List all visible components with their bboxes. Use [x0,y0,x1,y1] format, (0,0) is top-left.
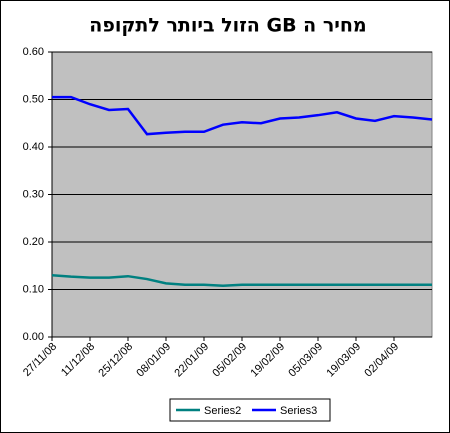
legend-box [169,398,331,422]
legend-label: Series3 [280,405,317,417]
y-tick-label: 0.20 [23,236,44,248]
y-tick-label: 0.30 [23,188,44,200]
line-series [51,274,432,287]
y-tick-label: 0.60 [23,46,44,58]
y-tick-label: 0.00 [23,331,44,343]
y-tick-label: 0.10 [23,283,44,295]
y-tick-label: 0.50 [23,93,44,105]
legend-label: Series2 [204,405,241,417]
line-series [52,95,433,136]
chart-title: מחיר ה GB הזול ביותר לתקופה [89,15,366,37]
y-tick-label: 0.40 [23,141,44,153]
